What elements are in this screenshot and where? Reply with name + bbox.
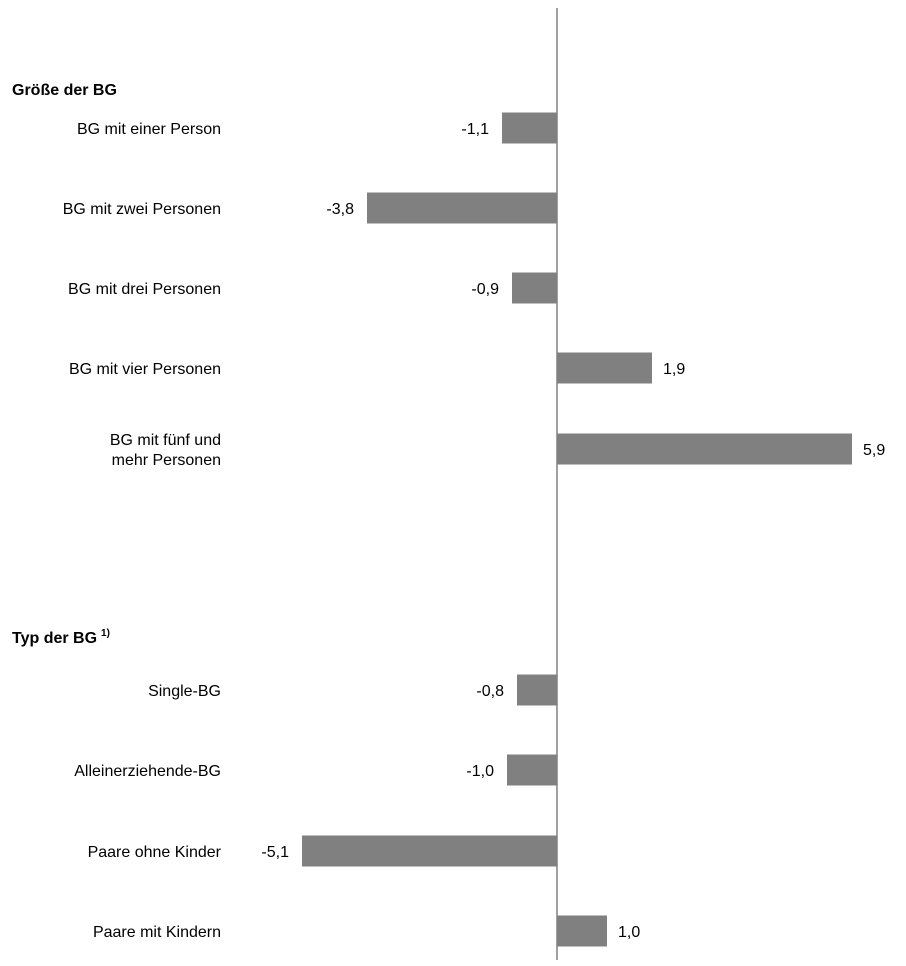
group-title-text: Typ der BG bbox=[12, 630, 97, 647]
category-label: Single-BG bbox=[148, 683, 221, 700]
bar bbox=[517, 674, 557, 706]
value-label: 1,0 bbox=[618, 924, 640, 941]
footnote-marker: 1) bbox=[101, 628, 110, 639]
value-label: -3,8 bbox=[326, 201, 354, 218]
category-label: BG mit drei Personen bbox=[68, 281, 221, 298]
bar bbox=[302, 835, 557, 867]
category-label: Alleinerziehende-BG bbox=[74, 763, 221, 780]
bar bbox=[512, 272, 557, 304]
category-label: BG mit vier Personen bbox=[69, 361, 221, 378]
category-label: BG mit zwei Personen bbox=[63, 201, 221, 218]
value-label: -5,1 bbox=[261, 844, 289, 861]
value-label: -0,9 bbox=[471, 281, 499, 298]
bar bbox=[367, 192, 557, 224]
value-label: -1,1 bbox=[461, 121, 489, 138]
bar bbox=[557, 915, 607, 947]
bars-layer bbox=[302, 112, 852, 947]
text-layer: Größe der BG BG mit einer Person -1,1 BG mi… bbox=[12, 82, 885, 941]
group-title: Typ der BG 1) bbox=[12, 628, 110, 647]
group-title-text: Größe der BG bbox=[12, 82, 117, 99]
value-label: -1,0 bbox=[466, 763, 494, 780]
value-label: -0,8 bbox=[476, 683, 504, 700]
value-label: 5,9 bbox=[863, 442, 885, 459]
category-label: mehr Personen bbox=[112, 452, 221, 469]
category-label: BG mit einer Person bbox=[77, 121, 221, 138]
category-label: Paare ohne Kinder bbox=[88, 844, 222, 861]
group-title: Größe der BG bbox=[12, 82, 117, 99]
bar bbox=[507, 754, 557, 786]
bar bbox=[502, 112, 557, 144]
category-label: Paare mit Kindern bbox=[93, 924, 221, 941]
value-label: 1,9 bbox=[663, 361, 685, 378]
bar bbox=[557, 352, 652, 384]
bar bbox=[557, 433, 852, 465]
category-label: BG mit fünf und bbox=[110, 432, 221, 449]
